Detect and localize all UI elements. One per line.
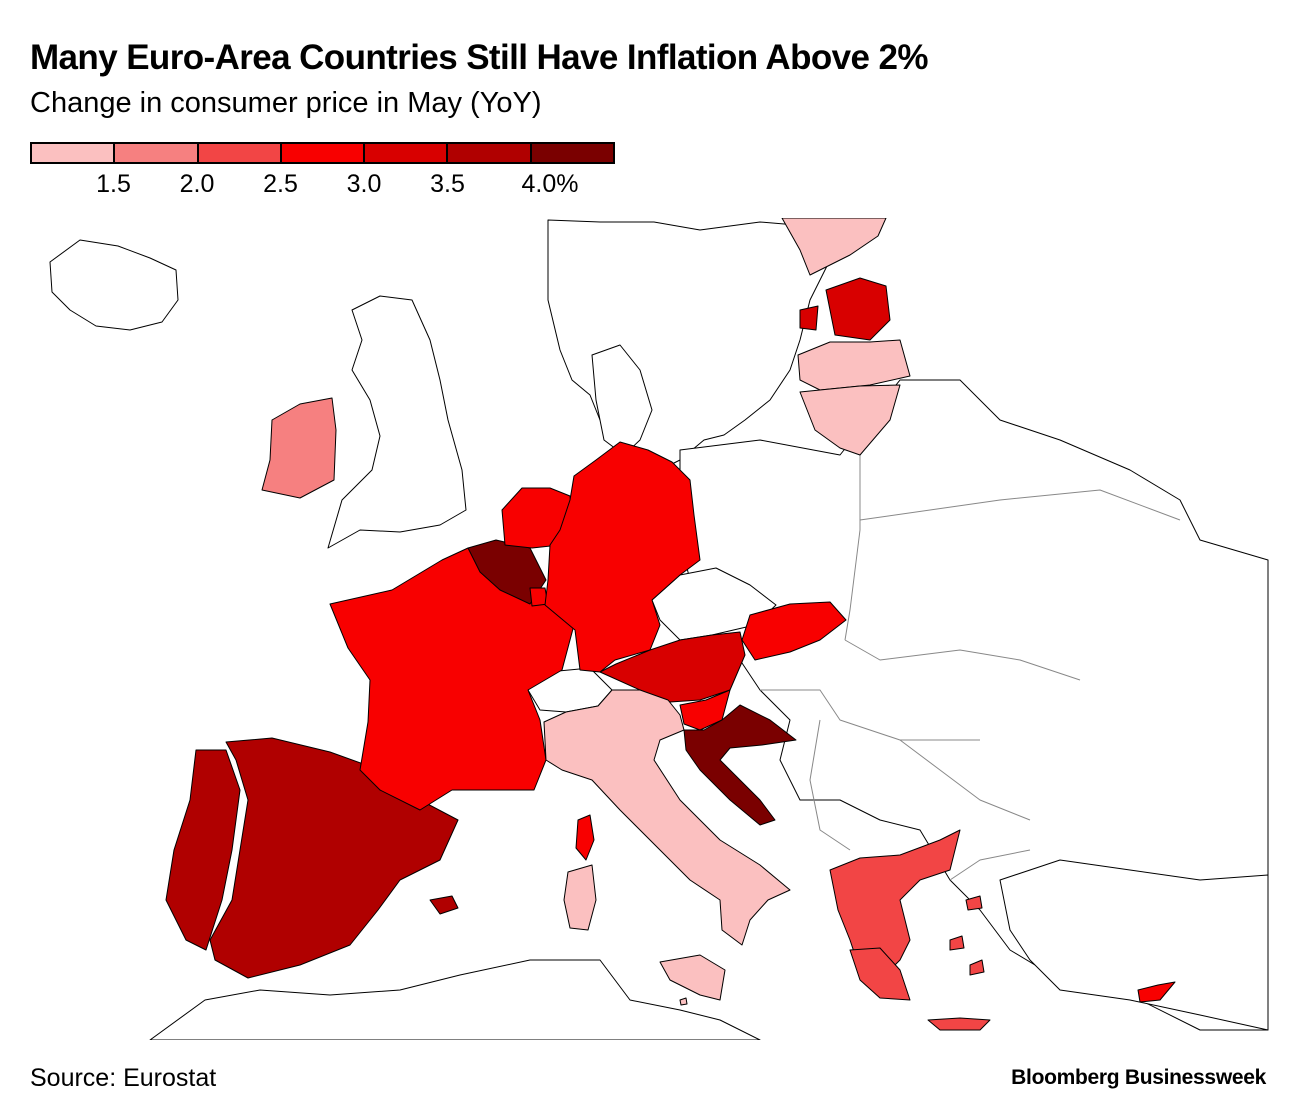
legend-swatch-2: [115, 144, 199, 162]
region-croatia: [683, 704, 797, 826]
europe-map: [49, 218, 1269, 1040]
legend-tick: 2.5: [263, 170, 298, 198]
region-cyprus: [1137, 981, 1176, 1003]
region-greece: [829, 829, 961, 981]
legend-swatch-6: [448, 144, 532, 162]
legend-swatch-1: [32, 144, 116, 162]
source-note: Source: Eurostat: [30, 1064, 217, 1092]
region-finland: [781, 218, 887, 276]
legend-swatch-4: [281, 144, 366, 162]
region-lithuania: [799, 384, 901, 456]
region-estonia: [825, 277, 891, 341]
legend-tick: 1.5: [96, 170, 131, 198]
region-sardinia: [563, 864, 597, 931]
land-denmark: [591, 344, 653, 456]
land-iceland: [49, 239, 179, 331]
region-slovakia: [741, 601, 847, 661]
region-latvia: [797, 339, 911, 391]
region-aegean-islands: [949, 895, 985, 976]
land-scandinavia: [547, 219, 831, 471]
region-malta: [679, 997, 688, 1006]
region-germany: [544, 441, 701, 673]
region-balearics: [429, 895, 459, 915]
legend-tick: 2.0: [179, 170, 215, 198]
land-turkey: [999, 859, 1269, 1031]
brand-logo: Bloomberg Businessweek: [1011, 1066, 1266, 1089]
legend-swatch-3: [198, 144, 282, 162]
region-saaremaa: [799, 305, 819, 331]
region-corsica: [575, 814, 595, 861]
region-sicily: [659, 954, 726, 1001]
region-portugal: [165, 749, 241, 951]
legend-tick: 3.0: [346, 170, 382, 198]
legend-tick: 3.5: [430, 170, 465, 198]
region-peloponnese: [849, 947, 911, 1001]
legend-swatch-7: [531, 144, 613, 162]
region-ireland: [261, 397, 337, 499]
legend-ticks: 1.5 2.0 2.5 3.0 3.5 4.0%: [30, 170, 615, 204]
chart-title: Many Euro-Area Countries Still Have Infl…: [30, 38, 928, 77]
legend-scale: [30, 142, 615, 164]
chart-subtitle: Change in consumer price in May (YoY): [30, 87, 542, 119]
legend-swatch-5: [365, 144, 449, 162]
legend-tick: 4.0%: [521, 170, 579, 198]
region-italy: [543, 689, 791, 946]
land-britain: [327, 295, 467, 549]
region-crete: [927, 1017, 991, 1031]
land-africa: [149, 959, 761, 1040]
